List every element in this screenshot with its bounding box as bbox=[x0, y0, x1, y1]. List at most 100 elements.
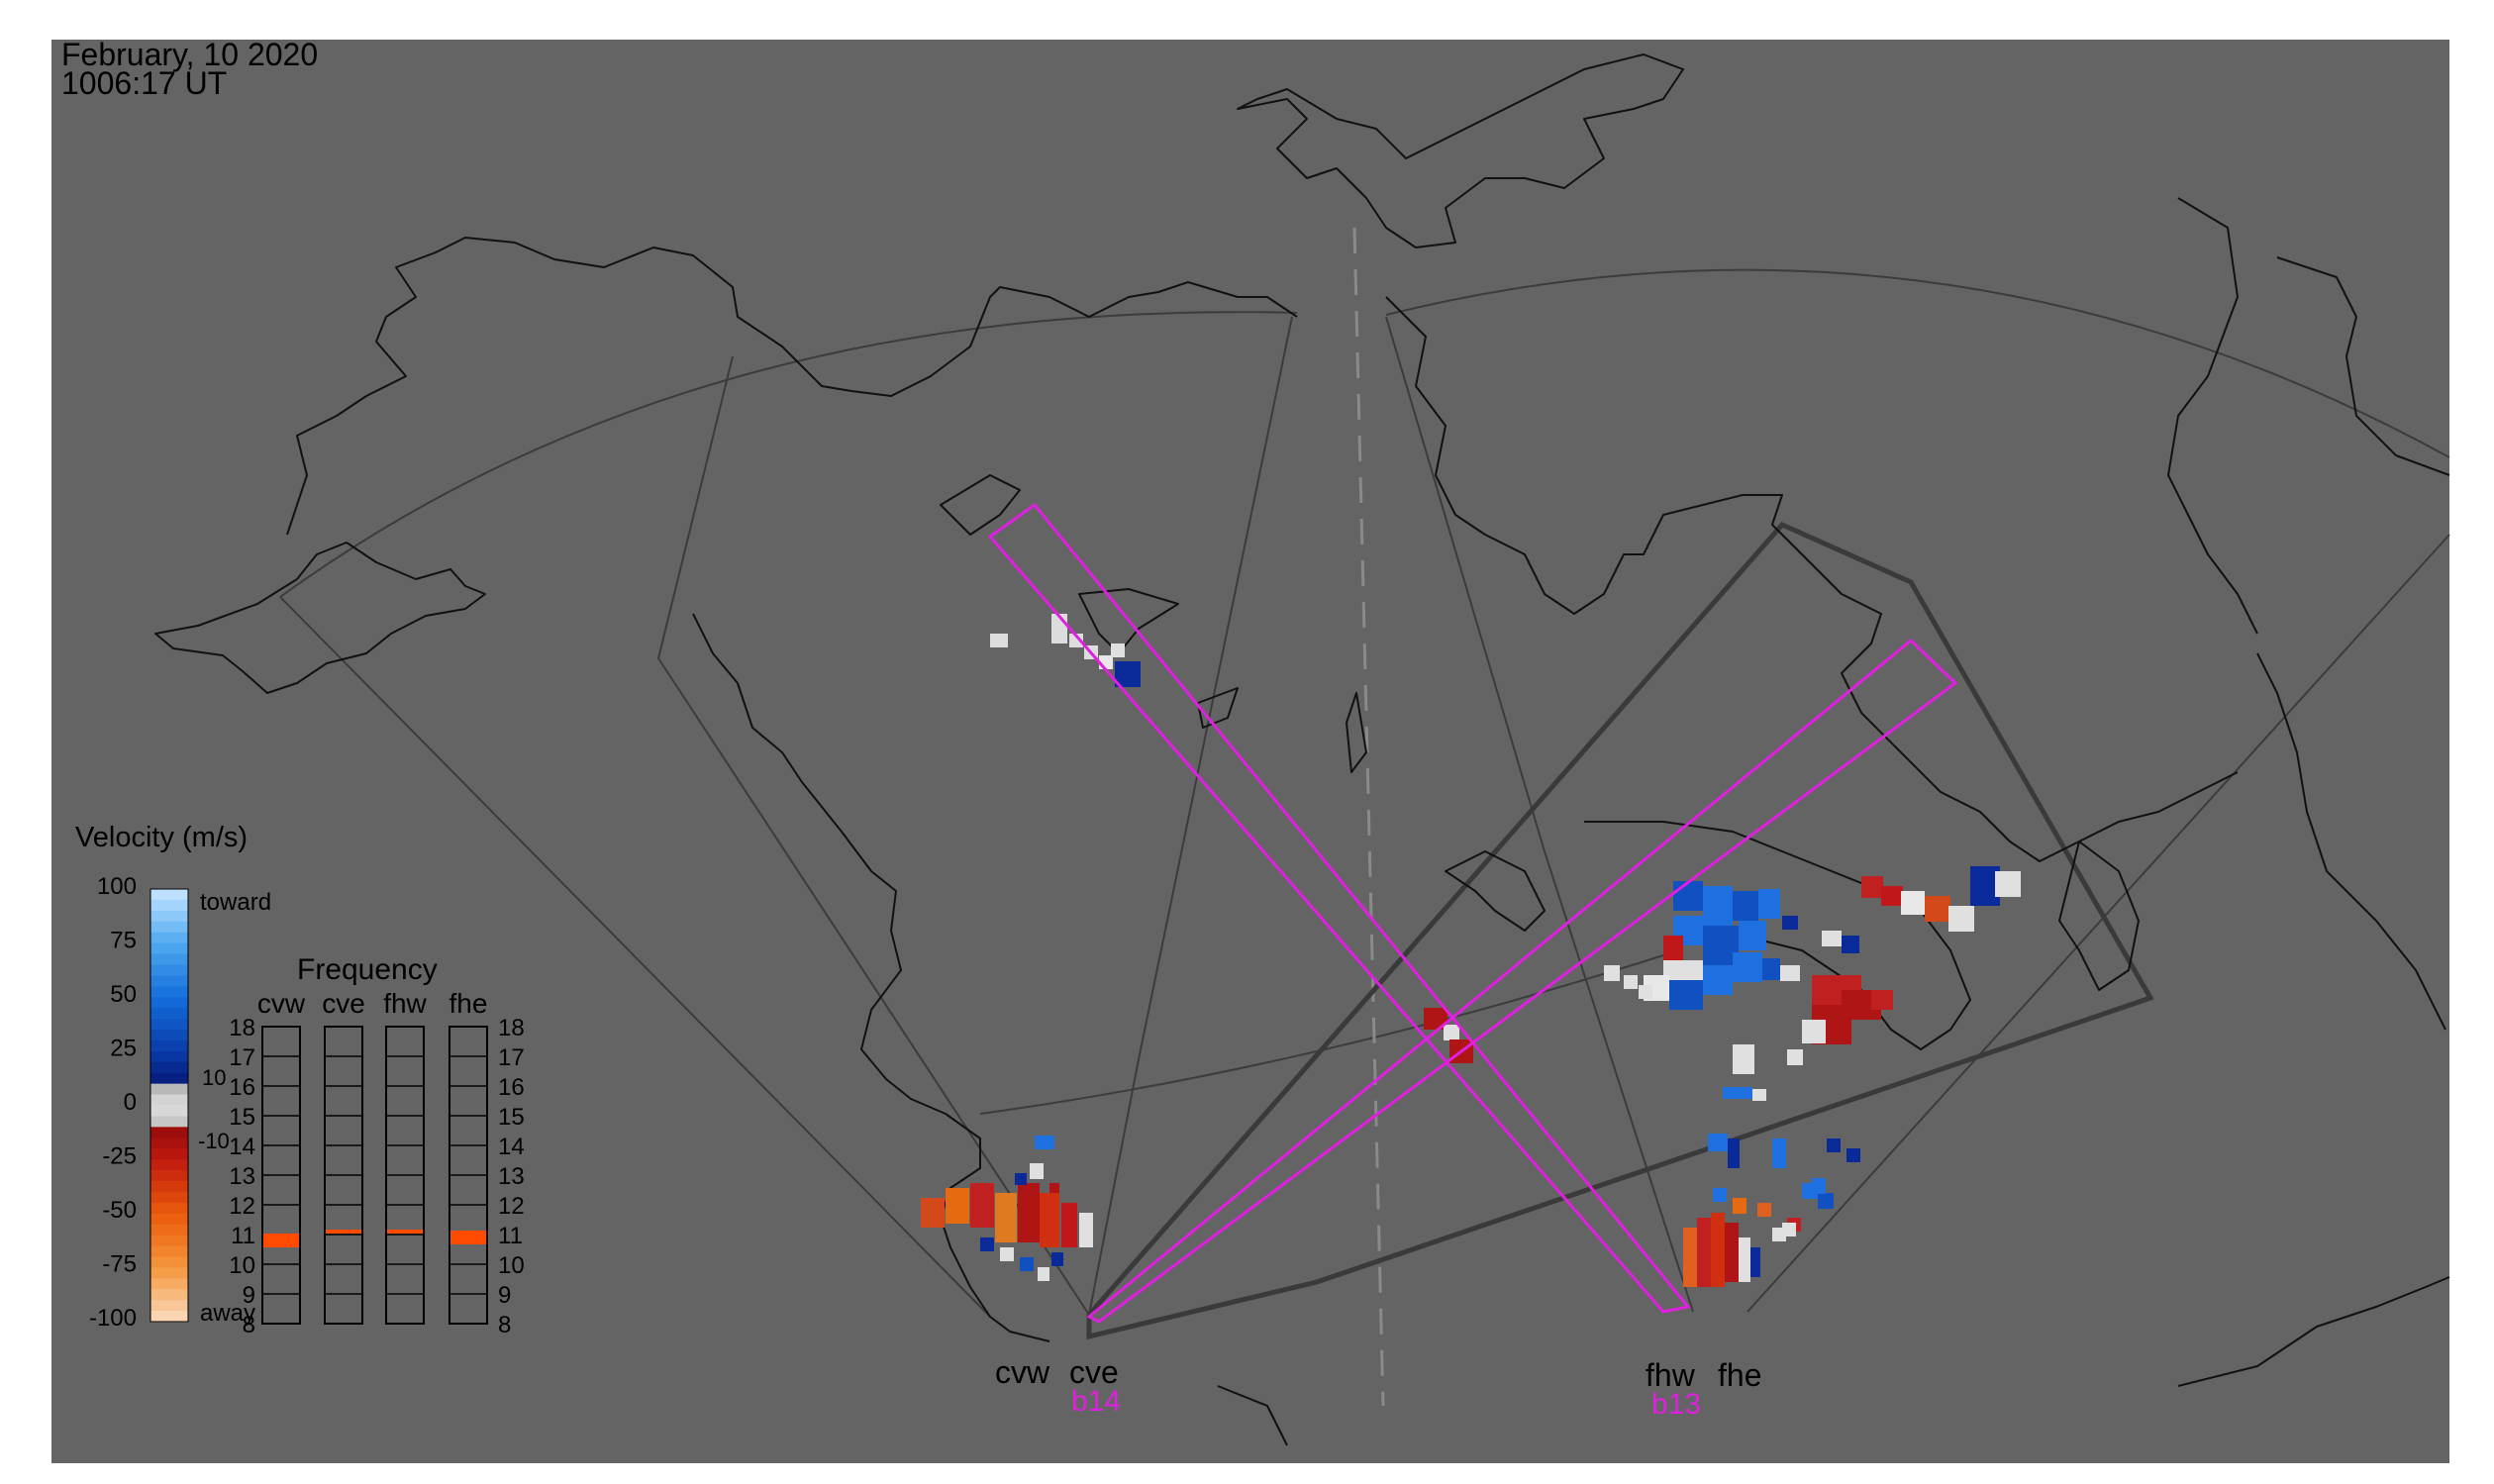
frequency-tick-left: 17 bbox=[229, 1044, 255, 1071]
colorbar-segment bbox=[150, 1138, 188, 1149]
colorbar-segment bbox=[150, 1159, 188, 1171]
frequency-tick-left: 14 bbox=[229, 1134, 255, 1160]
frequency-tick-left: 12 bbox=[229, 1193, 255, 1220]
fov-edge-cve-inner bbox=[1088, 316, 1293, 1316]
coast-eurasia-arctic bbox=[1385, 296, 2239, 862]
colorbar-segment bbox=[150, 1278, 188, 1290]
beam-label-b14: b14 bbox=[1071, 1385, 1121, 1418]
frequency-column-fhw: fhw bbox=[383, 988, 427, 1019]
radar-label-fhe: fhe bbox=[1718, 1357, 1761, 1393]
coastlines bbox=[154, 53, 2450, 1446]
legend-away-label: away bbox=[200, 1300, 255, 1327]
coast-kamchatka bbox=[2276, 256, 2450, 476]
velocity-legend: Velocity (m/s) 100 75 50 25 0 -25 -50 -75 -100 t… bbox=[75, 822, 271, 1332]
legend-threshold-pos: 10 bbox=[202, 1065, 226, 1090]
frequency-title: Frequency bbox=[297, 953, 438, 986]
fov-arc-fhe bbox=[1385, 268, 2450, 458]
map-background bbox=[51, 40, 2449, 1463]
coast-pacific-north-america bbox=[692, 613, 1050, 1342]
legend-tick-label: -75 bbox=[102, 1251, 137, 1278]
frequency-marker-cve bbox=[326, 1230, 361, 1234]
colorbar-segment bbox=[150, 1300, 188, 1312]
frequency-tick-right: 15 bbox=[498, 1104, 525, 1131]
legend-toward-label: toward bbox=[200, 889, 271, 916]
colorbar-segment bbox=[150, 899, 188, 912]
frequency-tick-right: 9 bbox=[498, 1282, 511, 1309]
legend-ticks: 100 75 50 25 0 -25 -50 -75 -100 bbox=[89, 873, 137, 1332]
radar-label-fhw: fhw bbox=[1646, 1357, 1696, 1393]
coast-island bbox=[1346, 692, 1367, 773]
coast-black-sea bbox=[2058, 841, 2140, 991]
fov-edge-cvw-inner bbox=[656, 355, 1090, 1316]
colorbar-border bbox=[150, 888, 189, 1323]
frequency-panel: Frequency cvw cve fhw fhe 18 17 16 15 14 13 12 11 10… bbox=[229, 953, 524, 1338]
colorbar-segment bbox=[150, 1050, 188, 1063]
frequency-tick-left: 11 bbox=[231, 1223, 255, 1249]
legend-tick-label: -25 bbox=[102, 1143, 137, 1170]
legend-tick-label: 75 bbox=[110, 928, 137, 954]
colorbar-segment bbox=[150, 1127, 188, 1138]
fov-arc-cvw bbox=[279, 311, 1298, 598]
beam-b14-outline bbox=[1086, 638, 1958, 1324]
colorbar-segment bbox=[150, 1019, 188, 1031]
legend-title: Velocity (m/s) bbox=[75, 822, 248, 853]
colorbar-segment bbox=[150, 964, 188, 976]
coast-alaska-peninsula bbox=[154, 542, 486, 694]
legend-tick-label: 0 bbox=[124, 1089, 137, 1116]
legend-tick-label: -100 bbox=[89, 1305, 137, 1332]
colorbar-segment bbox=[150, 942, 188, 955]
colorbar-segment bbox=[150, 1061, 188, 1074]
frequency-tick-right: 10 bbox=[498, 1252, 525, 1279]
colorbar-segment bbox=[150, 1213, 188, 1226]
colorbar-segment bbox=[150, 1311, 188, 1323]
colorbar-segment bbox=[150, 1094, 188, 1107]
velocity-cells bbox=[921, 614, 2021, 1287]
colorbar-segment bbox=[150, 1202, 188, 1215]
map-time: 1006:17 UT bbox=[61, 65, 227, 101]
frequency-tick-right: 12 bbox=[498, 1193, 525, 1220]
fov-edge-fhe bbox=[1746, 534, 2450, 1313]
coast-bottom bbox=[1217, 1385, 1288, 1446]
frequency-tick-right: 14 bbox=[498, 1134, 525, 1160]
frequency-tick-right: 11 bbox=[498, 1223, 523, 1249]
colorbar-segment bbox=[150, 1256, 188, 1268]
colorbar-segment bbox=[150, 1008, 188, 1020]
coast-southeast bbox=[2177, 1276, 2450, 1387]
frequency-tick-left: 15 bbox=[229, 1104, 255, 1131]
coast-hudson-bay-a bbox=[1078, 588, 1179, 654]
coast-east-asia bbox=[2256, 652, 2446, 1031]
colorbar-segment bbox=[150, 1039, 188, 1052]
frequency-tick-left: 16 bbox=[229, 1074, 255, 1101]
range-arc bbox=[979, 954, 1664, 1115]
legend-tick-label: -50 bbox=[102, 1197, 137, 1224]
colorbar-segment bbox=[150, 975, 188, 987]
coast-greenland-north bbox=[1237, 53, 1684, 248]
colorbar-segment bbox=[150, 1180, 188, 1193]
fov-edge-fhw-inner bbox=[1385, 316, 1694, 1313]
frequency-tick-left: 8 bbox=[243, 1312, 255, 1338]
velocity-fan-fh bbox=[1683, 1134, 1860, 1287]
frequency-tick-left: 9 bbox=[243, 1282, 255, 1309]
fov-edge-cvw bbox=[279, 596, 991, 1318]
beam-b13-outline bbox=[987, 502, 1691, 1314]
frequency-tick-right: 8 bbox=[498, 1312, 511, 1338]
fov-outlines bbox=[279, 268, 2450, 1318]
velocity-colorbar bbox=[150, 888, 189, 1323]
legend-tick-label: 100 bbox=[97, 873, 137, 900]
colorbar-segment bbox=[150, 1224, 188, 1237]
colorbar-segment bbox=[150, 986, 188, 998]
legend-tick-label: 25 bbox=[110, 1036, 137, 1062]
coast-arctic-north-america bbox=[286, 237, 1298, 536]
colorbar-segment bbox=[150, 1116, 188, 1128]
coast-hudson-bay-b bbox=[1197, 687, 1239, 729]
colorbar-segment bbox=[150, 889, 188, 901]
colorbar-segment bbox=[150, 910, 188, 923]
colorbar-segment bbox=[150, 1083, 188, 1096]
colorbar-segment bbox=[150, 1267, 188, 1279]
frequency-column-cve: cve bbox=[322, 988, 365, 1019]
colorbar-segment bbox=[150, 1148, 188, 1160]
coast-victoria-island-a bbox=[940, 474, 1021, 536]
map-date: February, 10 2020 bbox=[61, 37, 318, 72]
legend-threshold-neg: -10 bbox=[198, 1129, 230, 1153]
